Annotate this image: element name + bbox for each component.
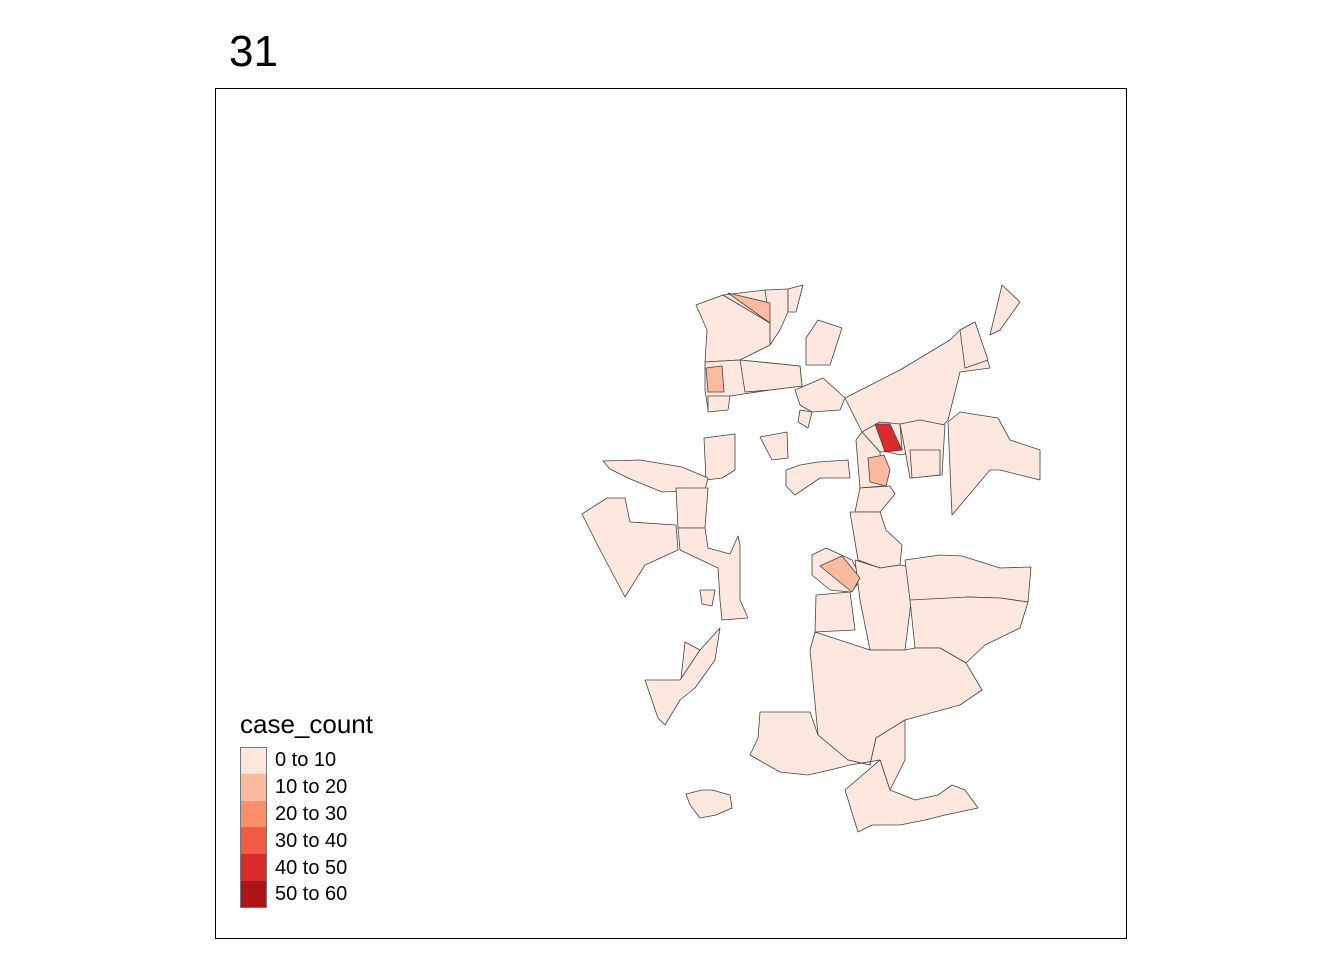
map-region: [644, 627, 721, 726]
map-region: [909, 449, 941, 479]
map-region: [675, 487, 709, 529]
legend-label: 40 to 50: [275, 856, 348, 879]
legend-item: 30 to 40: [240, 827, 373, 855]
map-region: [947, 411, 1041, 516]
map-region: [797, 409, 813, 429]
map-region: [785, 459, 851, 496]
map-region: [707, 395, 731, 413]
legend: case_count 0 to 10 10 to 20 20 to 30 30 …: [240, 711, 373, 908]
map-region: [849, 511, 903, 569]
map-frame: [215, 88, 1127, 939]
legend-item: 0 to 10: [240, 747, 373, 774]
map-region: [854, 485, 896, 513]
legend-swatch: [240, 800, 267, 828]
legend-item: 10 to 20: [240, 773, 373, 801]
legend-swatch: [240, 827, 267, 855]
map-region: [904, 554, 1032, 603]
map-region: [581, 497, 679, 598]
map-region: [699, 589, 716, 607]
map-region: [685, 789, 733, 819]
legend-label: 0 to 10: [275, 749, 337, 772]
map-region: [844, 759, 979, 833]
legend-swatch: [240, 854, 267, 881]
legend-label: 50 to 60: [275, 883, 348, 906]
map-region-highlight: [705, 365, 725, 393]
map-region: [739, 359, 803, 393]
legend-swatch: [240, 747, 267, 774]
map-region: [759, 431, 789, 461]
map-region: [989, 284, 1021, 336]
map-region: [959, 321, 989, 369]
map-title: 31: [229, 27, 278, 76]
map-region: [787, 284, 804, 313]
legend-item: 40 to 50: [240, 854, 373, 881]
map-region: [703, 433, 736, 481]
map-region: [677, 527, 749, 621]
map-region: [602, 459, 709, 493]
legend-label: 20 to 30: [275, 802, 348, 825]
legend-items: 0 to 10 10 to 20 20 to 30 30 to 40 40 to…: [240, 747, 373, 908]
legend-swatch: [240, 773, 267, 801]
legend-item: 20 to 30: [240, 800, 373, 828]
map-region: [794, 377, 846, 413]
legend-label: 30 to 40: [275, 829, 348, 852]
map-region-highlight: [867, 454, 891, 487]
legend-label: 10 to 20: [275, 776, 348, 799]
legend-swatch: [240, 880, 267, 908]
map-region-highlight: [874, 423, 903, 453]
map-region: [805, 319, 843, 366]
map-region-highlight: [819, 555, 861, 593]
legend-item: 50 to 60: [240, 880, 373, 908]
map-region: [854, 559, 916, 651]
map-region: [814, 591, 856, 633]
map-region-highlight: [727, 292, 771, 324]
legend-title: case_count: [240, 709, 373, 739]
